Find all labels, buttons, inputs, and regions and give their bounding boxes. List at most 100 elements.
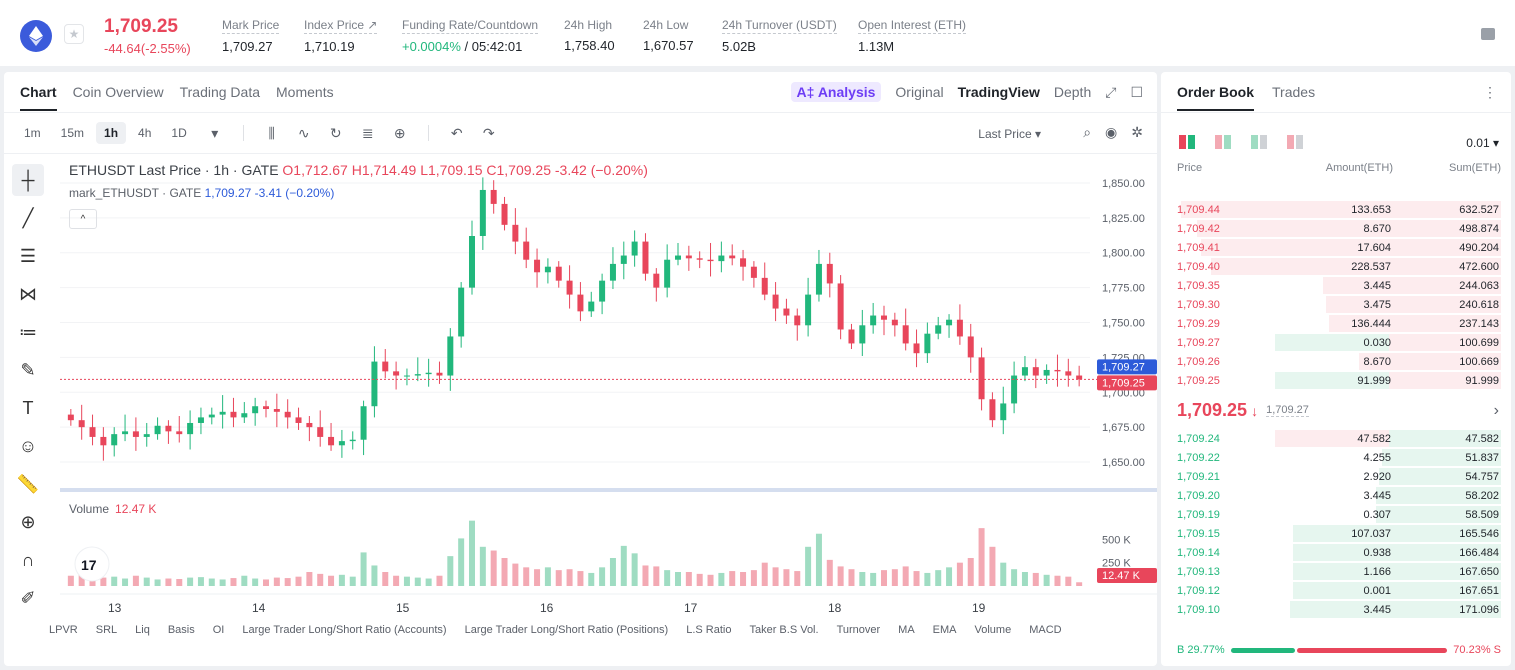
- pattern-icon[interactable]: ⋈: [19, 283, 37, 304]
- candle: [685, 255, 692, 259]
- ob-amount: 4.255: [1363, 451, 1391, 464]
- trendline-icon[interactable]: ╱: [22, 207, 34, 228]
- indicator-6[interactable]: Large Trader Long/Short Ratio (Positions…: [464, 624, 669, 636]
- bid-row[interactable]: 1,709.20 3.445 58.202: [1171, 486, 1501, 505]
- ask-row[interactable]: 1,709.30 3.475 240.618: [1171, 295, 1501, 314]
- indicator-7[interactable]: L.S Ratio: [686, 624, 732, 636]
- indicator-11[interactable]: EMA: [932, 624, 957, 636]
- text-icon[interactable]: T: [22, 397, 34, 418]
- tab-trading-data[interactable]: Trading Data: [179, 84, 261, 100]
- bid-row[interactable]: 1,709.15 107.037 165.546: [1171, 524, 1501, 543]
- indicator-10[interactable]: MA: [898, 624, 915, 636]
- bid-row[interactable]: 1,709.12 0.001 167.651: [1171, 581, 1501, 600]
- camera-icon[interactable]: ◉: [1105, 124, 1118, 140]
- view-depth[interactable]: Depth: [1053, 84, 1092, 100]
- ask-row[interactable]: 1,709.41 17.604 490.204: [1171, 238, 1501, 257]
- redo-icon[interactable]: ↷: [482, 124, 495, 141]
- depth-bar: [1210, 258, 1501, 275]
- mid-price-row[interactable]: 1,709.25 ↓ 1,709.27 ›: [1177, 400, 1499, 420]
- crosshair-icon[interactable]: ┼: [12, 164, 44, 196]
- view-tradingview[interactable]: TradingView: [957, 84, 1040, 100]
- book-icon[interactable]: [1481, 28, 1495, 40]
- tab-coin-overview[interactable]: Coin Overview: [72, 84, 164, 100]
- tab-order-book[interactable]: Order Book: [1177, 84, 1255, 111]
- bid-row[interactable]: 1,709.19 0.307 58.509: [1171, 505, 1501, 524]
- add-indicator-icon[interactable]: ⊕: [393, 124, 406, 141]
- candle: [197, 417, 204, 423]
- settings-icon[interactable]: ✲: [1131, 124, 1143, 140]
- view-bids-icon[interactable]: [1251, 135, 1267, 149]
- tab-moments[interactable]: Moments: [276, 84, 334, 100]
- timeframe-4h[interactable]: 4h: [138, 126, 152, 140]
- replay-icon[interactable]: ↻: [329, 124, 342, 141]
- window-icon[interactable]: ☐: [1130, 83, 1143, 100]
- ruler-icon[interactable]: 📏: [16, 473, 40, 494]
- expand-icon[interactable]: ⤢: [1105, 83, 1117, 100]
- brush-icon[interactable]: ✎: [20, 359, 36, 380]
- timeframe-1m[interactable]: 1m: [24, 126, 41, 140]
- favorite-star-icon[interactable]: ★: [64, 24, 84, 44]
- indicators-icon[interactable]: ∿: [297, 124, 310, 141]
- ob-amount: 2.920: [1363, 470, 1391, 483]
- precision-selector[interactable]: 0.01 ▾: [1466, 136, 1499, 150]
- candle: [100, 436, 107, 446]
- timeframe-1h[interactable]: 1h: [96, 122, 127, 144]
- view-both-icon[interactable]: [1179, 135, 1195, 149]
- indicator-3[interactable]: Basis: [167, 624, 195, 636]
- ask-row[interactable]: 1,709.27 0.030 100.699: [1171, 333, 1501, 352]
- ob-sum: 100.699: [1459, 336, 1499, 349]
- bid-row[interactable]: 1,709.24 47.582 47.582: [1171, 429, 1501, 448]
- template-icon[interactable]: ≣: [361, 124, 374, 141]
- ask-row[interactable]: 1,709.44 133.653 632.527: [1171, 200, 1501, 219]
- fib-icon[interactable]: ≔: [19, 321, 37, 342]
- bid-row[interactable]: 1,709.13 1.166 167.650: [1171, 562, 1501, 581]
- undo-icon[interactable]: ↶: [450, 124, 463, 141]
- emoji-icon[interactable]: ☺: [18, 435, 38, 456]
- depth-bar: [1322, 277, 1501, 294]
- timeframe-15m[interactable]: 15m: [60, 126, 85, 140]
- candlestick-chart[interactable]: 1,850.00 1,825.00 1,800.00 1,775.00 1,750.00…: [60, 156, 1157, 666]
- timeframe-1d[interactable]: 1D: [171, 126, 187, 140]
- stat-index-price[interactable]: Index Price ↗ 1,710.19: [304, 18, 378, 54]
- ticker-header: ★ 1,709.25 -44.64(-2.55%) Mark Price 1,7…: [0, 0, 1515, 66]
- more-icon[interactable]: ⋮: [1483, 84, 1497, 100]
- timeframe-dropdown-icon[interactable]: ▾: [211, 124, 219, 141]
- indicator-13[interactable]: MACD: [1029, 624, 1062, 636]
- indicator-12[interactable]: Volume: [974, 624, 1012, 636]
- tab-trades[interactable]: Trades: [1272, 84, 1316, 100]
- zoom-in-icon[interactable]: ⊕: [20, 511, 36, 532]
- indicator-9[interactable]: Turnover: [836, 624, 881, 636]
- ask-row[interactable]: 1,709.26 8.670 100.669: [1171, 352, 1501, 371]
- last-price-selector[interactable]: Last Price ▾: [978, 127, 1041, 141]
- indicator-8[interactable]: Taker B.S Vol.: [749, 624, 819, 636]
- tab-chart[interactable]: Chart: [20, 84, 57, 111]
- ask-row[interactable]: 1,709.42 8.670 498.874: [1171, 219, 1501, 238]
- ask-row[interactable]: 1,709.29 136.444 237.143: [1171, 314, 1501, 333]
- bid-row[interactable]: 1,709.22 4.255 51.837: [1171, 448, 1501, 467]
- indicator-2[interactable]: Liq: [135, 624, 150, 636]
- ai-analysis-button[interactable]: A‡ Analysis: [790, 82, 882, 102]
- bid-row[interactable]: 1,709.14 0.938 166.484: [1171, 543, 1501, 562]
- search-icon[interactable]: ⌕: [1083, 124, 1092, 140]
- pencil-icon[interactable]: ✐: [20, 587, 36, 608]
- bid-row[interactable]: 1,709.21 2.920 54.757: [1171, 467, 1501, 486]
- candle-type-icon[interactable]: ⫼: [268, 124, 275, 141]
- magnet-icon[interactable]: ∩: [21, 549, 35, 570]
- indicator-1[interactable]: SRL: [95, 624, 118, 636]
- volume-bar: [273, 577, 280, 586]
- last-price-tag: [1097, 375, 1157, 391]
- volume-bar: [197, 577, 204, 586]
- view-asks-icon[interactable]: [1215, 135, 1231, 149]
- view-alt-icon[interactable]: [1287, 135, 1303, 149]
- collapse-legend-button[interactable]: ^: [69, 209, 97, 229]
- indicator-4[interactable]: OI: [212, 624, 225, 636]
- view-original[interactable]: Original: [895, 84, 944, 100]
- indicator-5[interactable]: Large Trader Long/Short Ratio (Accounts): [242, 624, 447, 636]
- bid-row[interactable]: 1,709.10 3.445 171.096: [1171, 600, 1501, 619]
- chevron-right-icon[interactable]: ›: [1493, 401, 1499, 419]
- ask-row[interactable]: 1,709.40 228.537 472.600: [1171, 257, 1501, 276]
- ask-row[interactable]: 1,709.35 3.445 244.063: [1171, 276, 1501, 295]
- indicator-0[interactable]: LPVR: [49, 624, 78, 636]
- horizontal-lines-icon[interactable]: ☰: [19, 245, 37, 266]
- ask-row[interactable]: 1,709.25 91.999 91.999: [1171, 371, 1501, 390]
